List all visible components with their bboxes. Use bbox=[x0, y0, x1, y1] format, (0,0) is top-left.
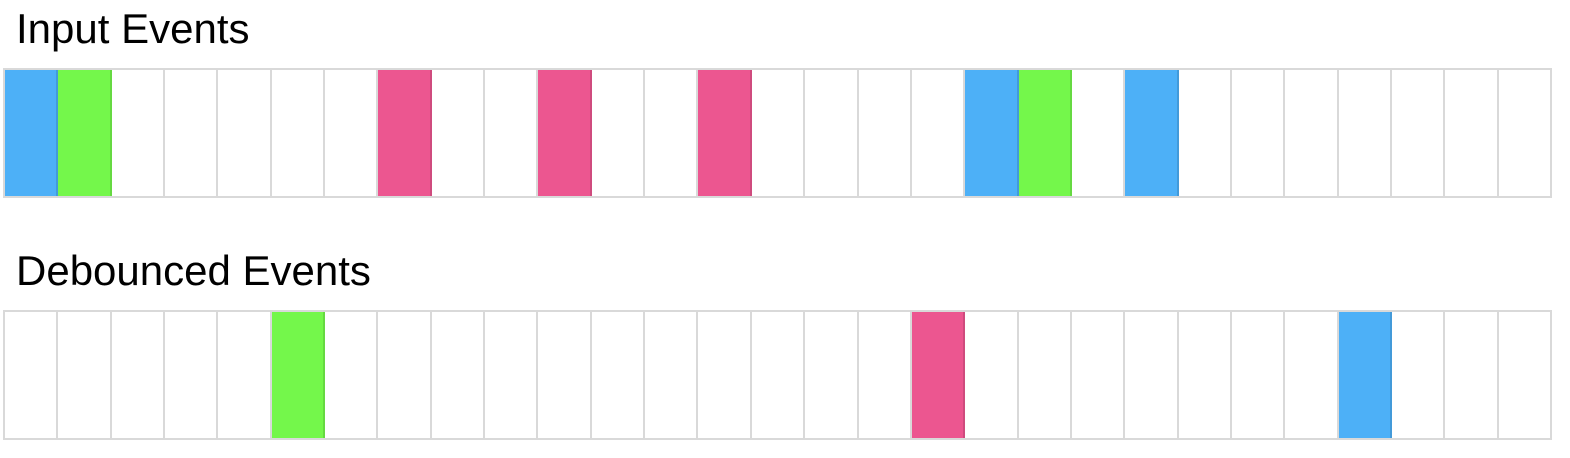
empty-slot bbox=[431, 312, 486, 438]
empty-slot bbox=[485, 70, 539, 196]
empty-slot bbox=[271, 70, 326, 196]
empty-slot bbox=[431, 70, 486, 196]
empty-slot bbox=[218, 312, 272, 438]
empty-slot bbox=[485, 312, 539, 438]
debounced-events-timeline bbox=[3, 310, 1552, 440]
empty-slot bbox=[1178, 70, 1232, 196]
empty-slot bbox=[645, 70, 699, 196]
empty-slot bbox=[591, 70, 646, 196]
empty-slot bbox=[325, 312, 379, 438]
empty-slot bbox=[111, 70, 166, 196]
event-slot-blue bbox=[1125, 70, 1179, 196]
empty-slot bbox=[1498, 312, 1550, 438]
empty-slot bbox=[1498, 70, 1550, 196]
empty-slot bbox=[538, 312, 592, 438]
empty-slot bbox=[1071, 70, 1126, 196]
empty-slot bbox=[965, 312, 1019, 438]
empty-slot bbox=[1391, 70, 1446, 196]
empty-slot bbox=[1178, 312, 1232, 438]
event-slot-pink bbox=[911, 312, 966, 438]
empty-slot bbox=[165, 70, 219, 196]
empty-slot bbox=[1338, 70, 1392, 196]
empty-slot bbox=[1125, 312, 1179, 438]
empty-slot bbox=[5, 312, 59, 438]
empty-slot bbox=[805, 70, 859, 196]
empty-slot bbox=[58, 312, 112, 438]
empty-slot bbox=[645, 312, 699, 438]
event-slot-green bbox=[1018, 70, 1072, 196]
empty-slot bbox=[378, 312, 432, 438]
empty-slot bbox=[1391, 312, 1446, 438]
event-slot-green bbox=[271, 312, 326, 438]
empty-slot bbox=[218, 70, 272, 196]
empty-slot bbox=[858, 70, 912, 196]
input-events-title: Input Events bbox=[16, 5, 250, 52]
empty-slot bbox=[805, 312, 859, 438]
event-slot-blue bbox=[1338, 312, 1392, 438]
empty-slot bbox=[911, 70, 966, 196]
empty-slot bbox=[858, 312, 912, 438]
event-slot-pink bbox=[378, 70, 432, 196]
debounced-events-title: Debounced Events bbox=[16, 247, 371, 294]
empty-slot bbox=[1445, 70, 1499, 196]
event-slot-blue bbox=[5, 70, 59, 196]
empty-slot bbox=[1231, 70, 1286, 196]
empty-slot bbox=[1231, 312, 1286, 438]
event-slot-green bbox=[58, 70, 112, 196]
event-slot-blue bbox=[965, 70, 1019, 196]
empty-slot bbox=[1285, 312, 1339, 438]
empty-slot bbox=[1071, 312, 1126, 438]
event-slot-pink bbox=[538, 70, 592, 196]
empty-slot bbox=[751, 312, 806, 438]
empty-slot bbox=[1285, 70, 1339, 196]
empty-slot bbox=[325, 70, 379, 196]
empty-slot bbox=[591, 312, 646, 438]
empty-slot bbox=[751, 70, 806, 196]
empty-slot bbox=[698, 312, 752, 438]
event-slot-pink bbox=[698, 70, 752, 196]
empty-slot bbox=[111, 312, 166, 438]
empty-slot bbox=[165, 312, 219, 438]
input-events-timeline bbox=[3, 68, 1552, 198]
empty-slot bbox=[1018, 312, 1072, 438]
empty-slot bbox=[1445, 312, 1499, 438]
